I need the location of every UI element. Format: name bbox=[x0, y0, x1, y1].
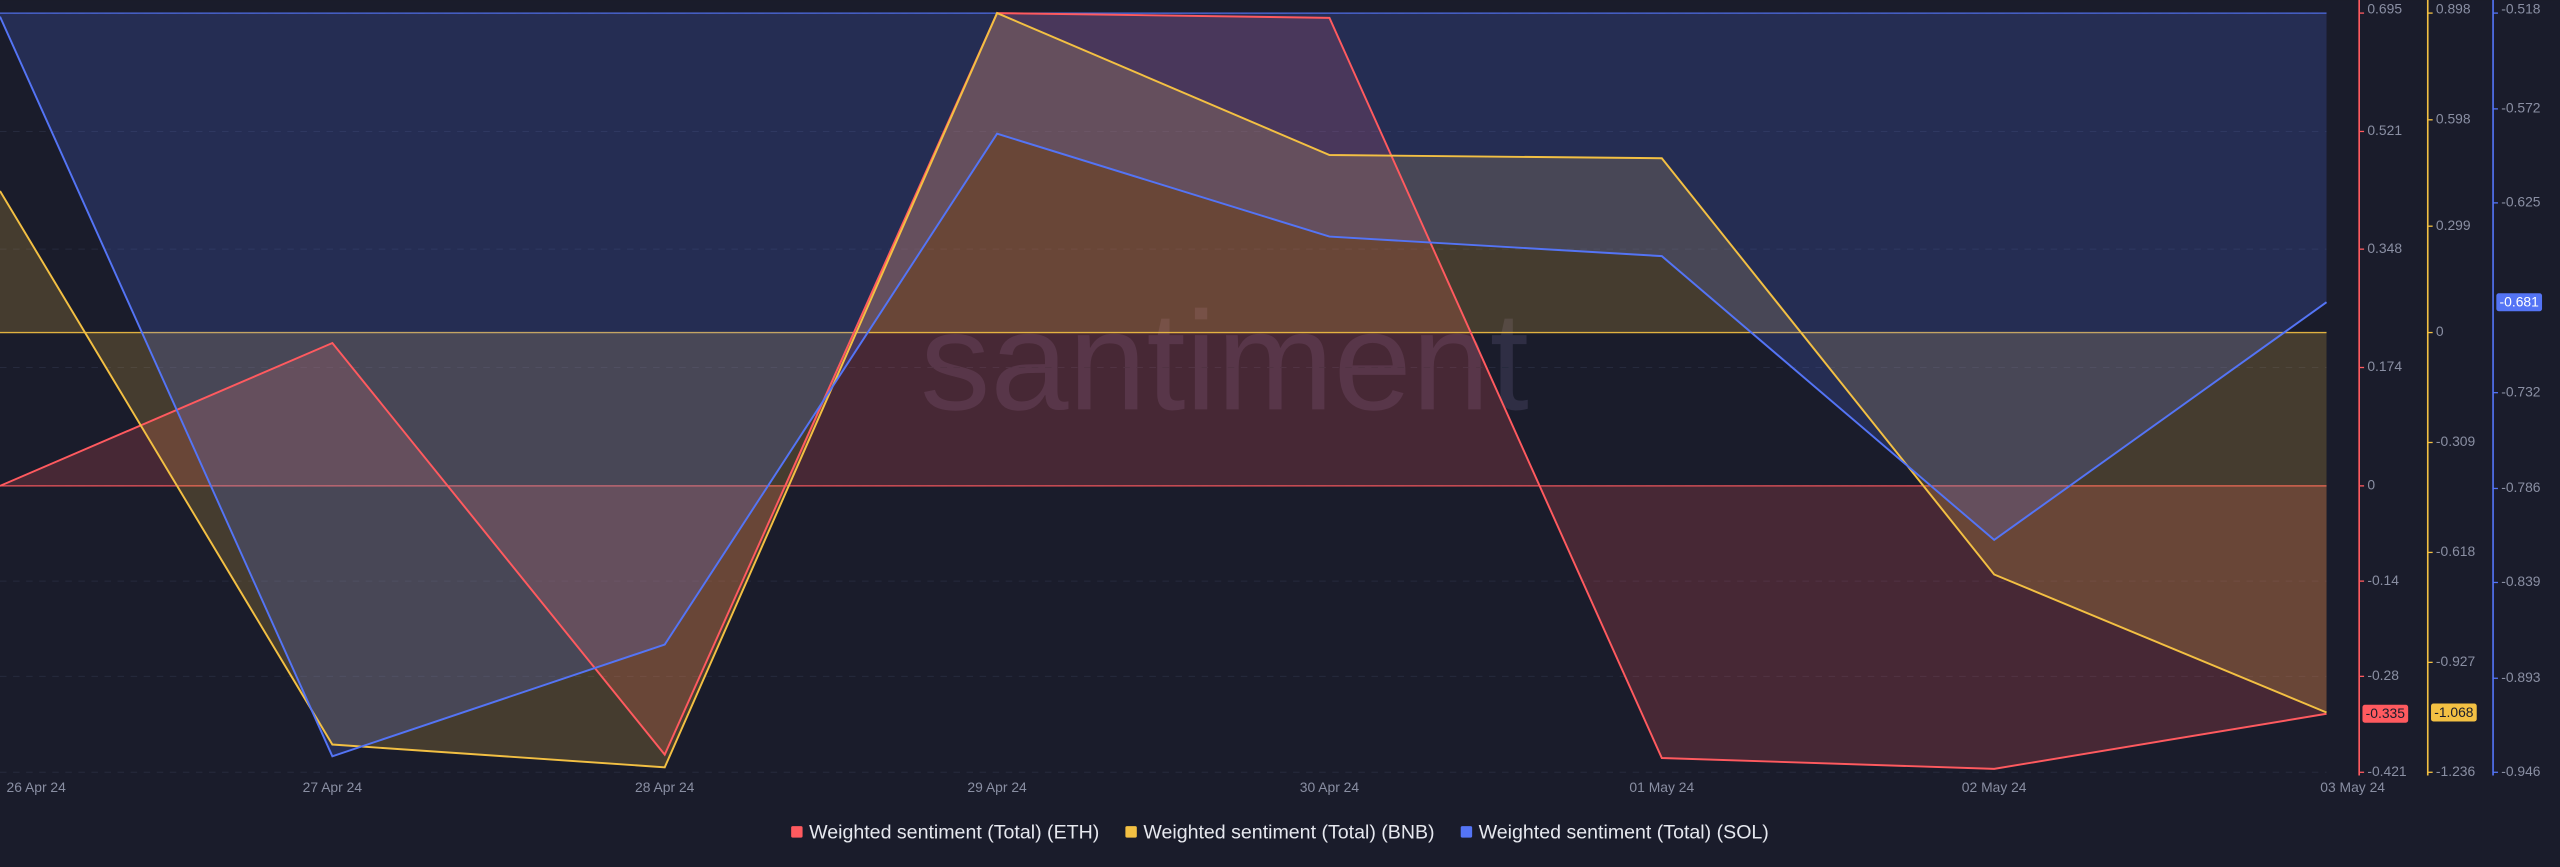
y-tick-label: -0.786 bbox=[2501, 479, 2541, 495]
y-tick-label: -0.625 bbox=[2501, 194, 2541, 210]
y-tick-label: -0.618 bbox=[2436, 543, 2476, 559]
y-tick-label: -0.421 bbox=[2367, 763, 2407, 779]
watermark: santiment bbox=[920, 282, 1529, 439]
y-tick-label: 0.695 bbox=[2367, 0, 2402, 16]
line bbox=[0, 12, 2327, 770]
x-tick-label: 29 Apr 24 bbox=[967, 779, 1027, 795]
value-badge: -0.335 bbox=[2362, 704, 2409, 723]
y-tick-label: -0.839 bbox=[2501, 573, 2541, 589]
x-tick-label: 27 Apr 24 bbox=[303, 779, 363, 795]
area bbox=[0, 13, 2327, 769]
value-badge: -0.681 bbox=[2496, 293, 2543, 312]
value-badge-bg bbox=[2362, 704, 2409, 723]
value-badge: -1.068 bbox=[2431, 703, 2477, 722]
y-tick-label: 0.598 bbox=[2436, 110, 2471, 126]
x-tick-label: 30 Apr 24 bbox=[1300, 779, 1360, 795]
legend-swatch bbox=[791, 826, 803, 838]
x-tick-label: 26 Apr 24 bbox=[7, 779, 67, 795]
y-tick-label: 0.521 bbox=[2367, 122, 2402, 138]
y-tick-label: -0.572 bbox=[2501, 100, 2541, 116]
y-tick-label: -0.14 bbox=[2367, 572, 2399, 588]
area bbox=[0, 13, 2327, 768]
value-badge-label: -1.068 bbox=[2434, 704, 2474, 720]
legend-label: Weighted sentiment (Total) (SOL) bbox=[1479, 822, 1769, 844]
line bbox=[0, 11, 2327, 769]
y-tick-label: 0.898 bbox=[2436, 0, 2471, 16]
y-tick-label: 0 bbox=[2367, 477, 2375, 493]
y-tick-label: 0.174 bbox=[2367, 358, 2402, 374]
legend-label: Weighted sentiment (Total) (ETH) bbox=[809, 822, 1099, 844]
y-tick-label: -1.236 bbox=[2436, 763, 2476, 779]
y-tick-label: -0.927 bbox=[2436, 653, 2476, 669]
x-tick-label: 02 May 24 bbox=[1962, 779, 2027, 795]
y-tick-label: -0.28 bbox=[2367, 667, 2399, 683]
y-tick-label: -0.732 bbox=[2501, 383, 2541, 399]
legend: Weighted sentiment (Total) (ETH) Weighted… bbox=[791, 822, 1769, 844]
x-tick-label: 28 Apr 24 bbox=[635, 779, 695, 795]
legend-label: Weighted sentiment (Total) (BNB) bbox=[1143, 822, 1434, 844]
y-tick-label: -0.518 bbox=[2501, 0, 2541, 16]
legend-swatch bbox=[1460, 826, 1473, 838]
area bbox=[0, 13, 2327, 757]
value-badge-bg bbox=[2431, 703, 2477, 722]
value-badge-bg bbox=[2496, 293, 2543, 312]
legend-swatch bbox=[1125, 826, 1137, 838]
y-tick-label: -0.893 bbox=[2501, 669, 2541, 685]
x-tick-label: 01 May 24 bbox=[1629, 779, 1694, 795]
value-badge-label: -0.335 bbox=[2366, 705, 2406, 721]
y-tick-label: -0.309 bbox=[2436, 433, 2476, 449]
y-tick-label: 0.348 bbox=[2367, 240, 2402, 256]
line bbox=[0, 16, 2328, 758]
x-tick-label: 03 May 24 bbox=[2320, 779, 2385, 795]
y-tick-label: -0.946 bbox=[2501, 763, 2541, 779]
y-tick-label: 0.299 bbox=[2436, 217, 2471, 233]
value-badge-label: -0.681 bbox=[2500, 294, 2540, 310]
y-tick-label: 0 bbox=[2436, 323, 2444, 339]
